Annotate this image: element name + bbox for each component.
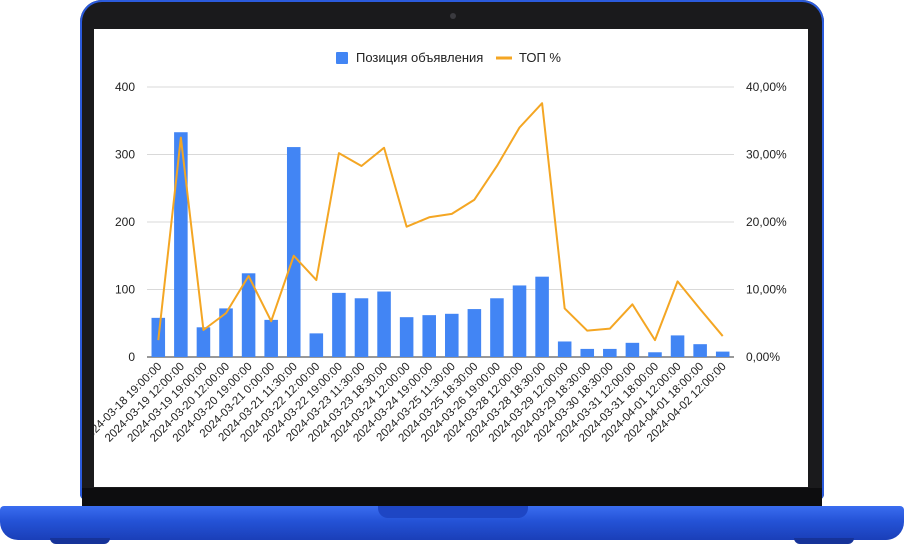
right-tick-label: 10,00% [746, 283, 787, 297]
bar-series [151, 132, 730, 357]
left-tick-label: 400 [115, 80, 135, 94]
right-tick-label: 0,00% [746, 350, 780, 364]
chart-screen: 0 100 200 300 400 0,00% 10,00% 20,00% 30,00% 40,… [94, 29, 808, 487]
legend: Позиция объявления ТОП % [336, 50, 561, 65]
bar [445, 313, 459, 357]
right-tick-label: 40,00% [746, 80, 787, 94]
legend-bar-swatch [336, 52, 348, 64]
line-series [157, 102, 724, 342]
legend-line-label: ТОП % [519, 50, 561, 65]
bar [377, 291, 391, 357]
bar [580, 348, 595, 357]
left-axis-ticks: 0 100 200 300 400 [115, 80, 135, 364]
right-tick-label: 20,00% [746, 215, 787, 229]
bar [625, 342, 640, 357]
laptop-opening-notch [378, 506, 528, 518]
legend-bar-label: Позиция объявления [356, 50, 483, 65]
bar [309, 333, 324, 357]
left-tick-label: 300 [115, 148, 135, 162]
left-tick-label: 100 [115, 283, 135, 297]
bar [557, 341, 572, 357]
right-axis-ticks: 0,00% 10,00% 20,00% 30,00% 40,00% [746, 80, 787, 364]
bar [264, 319, 278, 357]
bar [196, 327, 211, 357]
bar [603, 348, 617, 357]
bar [399, 317, 414, 357]
bar [512, 285, 527, 357]
bar [286, 147, 301, 357]
bar [467, 309, 482, 357]
bar [693, 344, 707, 357]
camera-icon [450, 13, 456, 19]
bar [648, 352, 662, 357]
bar [219, 308, 233, 357]
laptop-hinge [82, 488, 822, 508]
gridlines [147, 86, 734, 358]
combo-chart: 0 100 200 300 400 0,00% 10,00% 20,00% 30,00% 40,… [94, 50, 787, 445]
right-tick-label: 30,00% [746, 148, 787, 162]
bar [670, 335, 685, 357]
bar [535, 276, 549, 357]
left-tick-label: 0 [128, 350, 135, 364]
bar [174, 132, 188, 357]
bar [490, 298, 504, 357]
line-path [157, 102, 724, 342]
bar [715, 351, 730, 357]
bar [332, 292, 346, 357]
bar [241, 273, 256, 357]
left-tick-label: 200 [115, 215, 135, 229]
bar [354, 298, 369, 357]
bar [422, 315, 436, 357]
laptop-foot-left [50, 538, 110, 544]
laptop-foot-right [794, 538, 854, 544]
